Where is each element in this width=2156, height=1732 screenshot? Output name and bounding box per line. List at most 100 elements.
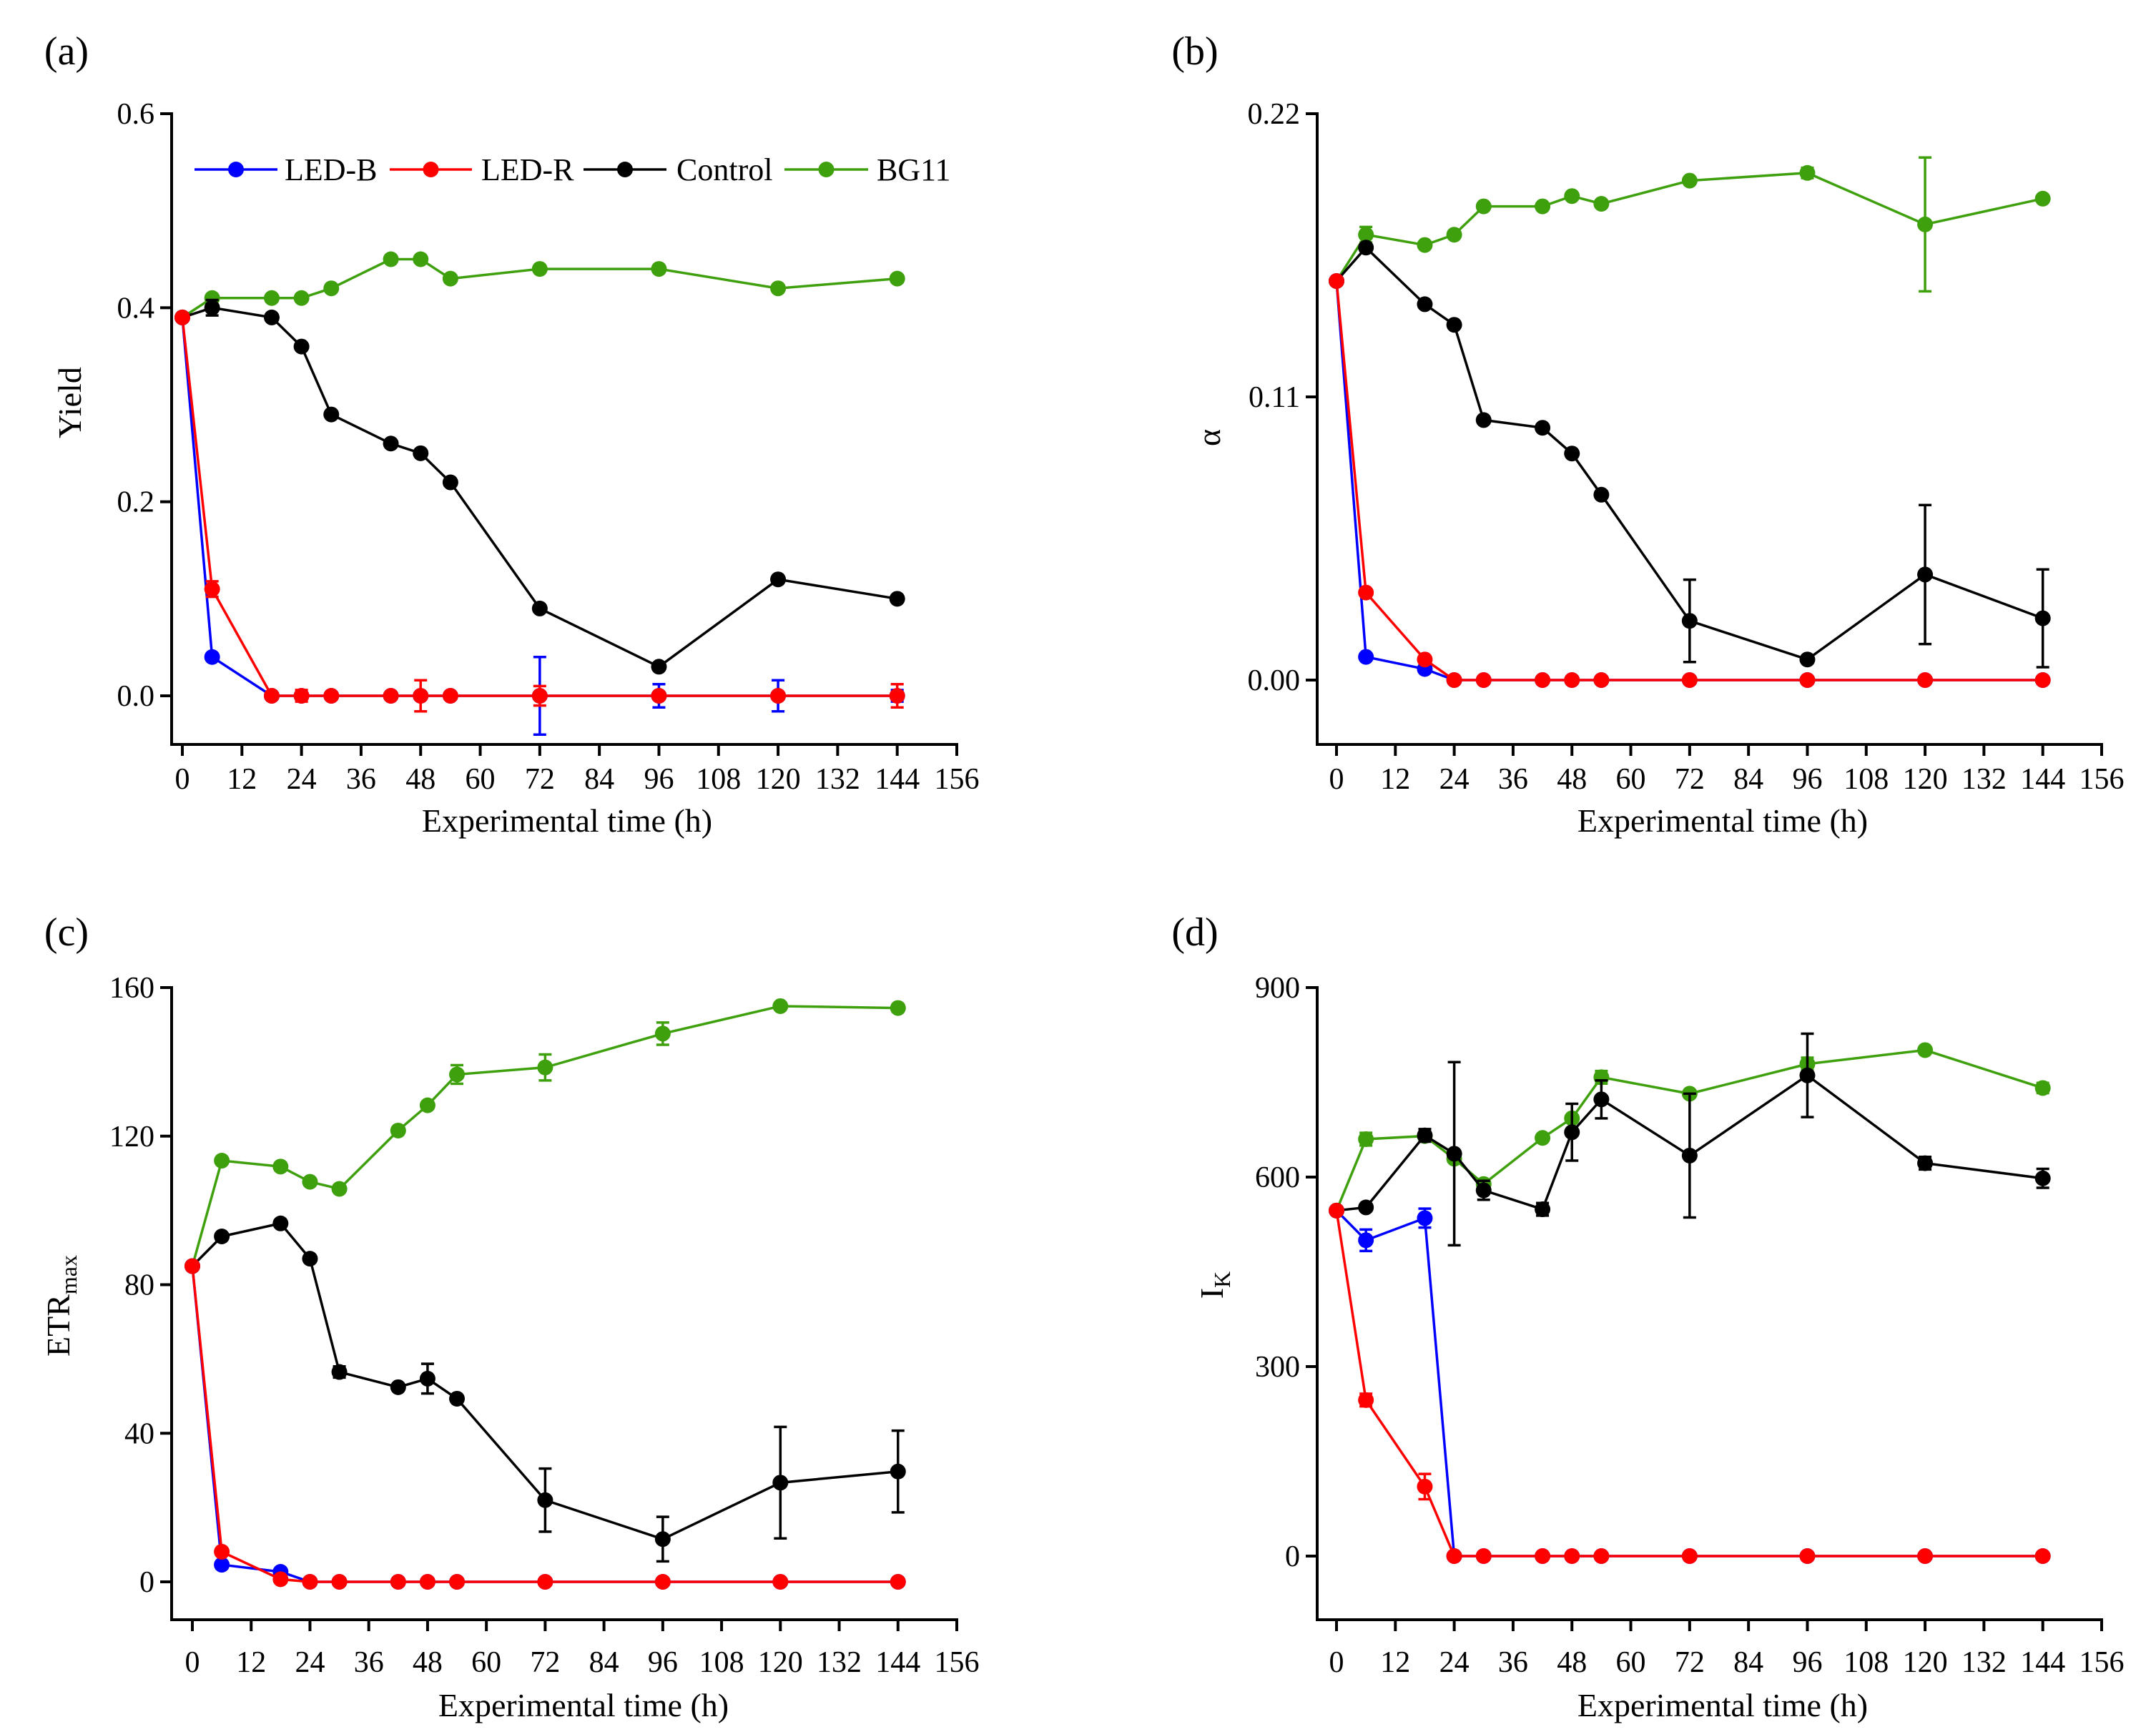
data-point [1681,613,1698,629]
x-tick-label: 0 [1329,1646,1344,1679]
data-point [383,436,399,452]
y-axis-title-subscript: K [1209,1271,1235,1288]
x-tick-label: 108 [696,763,741,796]
y-axis-title: ETRmax [40,1255,82,1357]
data-point [331,1574,348,1590]
data-point [1799,1067,1816,1083]
x-tick-label: 96 [1792,1646,1822,1679]
data-point [770,688,787,704]
series-control [184,1215,906,1563]
data-point [1593,196,1610,212]
data-point [214,1557,230,1573]
data-point [174,309,190,325]
legend-item: Control [584,152,772,187]
data-point [651,688,667,704]
data-point [531,261,548,277]
y-tick-label: 0.4 [117,292,155,325]
data-point [419,1574,435,1590]
data-point [1917,566,1934,583]
x-tick-label: 12 [236,1646,266,1679]
data-point [1917,672,1934,688]
data-point [1446,672,1462,688]
data-point [2034,610,2051,626]
x-tick-label: 84 [589,1646,619,1679]
data-point [537,1574,553,1590]
data-point [1329,1202,1344,1219]
series-line [191,1266,898,1583]
data-point [1475,1182,1492,1199]
y-tick-label: 120 [109,1121,154,1153]
data-point [331,1181,348,1197]
data-point [1564,188,1580,205]
y-axis-title-main: ETR [40,1294,77,1357]
data-point [1329,273,1344,289]
data-point [293,290,310,306]
series-bg11 [184,998,906,1274]
x-tick-label: 132 [815,763,860,796]
y-tick-label: 0.00 [1248,664,1301,697]
data-point [204,581,220,597]
data-point [889,270,905,287]
data-point [2034,672,2051,688]
legend-item: BG11 [784,152,951,187]
x-tick-label: 0 [175,763,190,796]
data-point [1358,1392,1374,1408]
data-point [214,1153,230,1169]
data-point [1358,1232,1374,1249]
y-tick-label: 0.2 [117,486,155,519]
series-line [1335,245,2044,661]
x-tick-label: 144 [2020,763,2065,796]
data-point [2034,1080,2051,1096]
data-point [390,1379,406,1395]
series-control [1329,240,2051,669]
data-point [654,1025,671,1042]
x-tick-label: 120 [1903,1646,1948,1679]
x-tick-label: 132 [1961,1646,2007,1679]
series-line [182,306,897,669]
x-tick-label: 24 [287,763,317,796]
panel-a: (a) 0.0 0.2 0.4 0.6 0 12 24 36 48 60 72 84 96 108 120 13… [44,29,980,839]
x-tick-label: 72 [1675,1646,1705,1679]
data-point [890,1000,906,1016]
x-tick-label: 144 [2020,1646,2065,1679]
data-point [1564,672,1580,688]
x-tick-label: 132 [1961,763,2007,796]
data-point [1681,1548,1698,1564]
panel-b: (b) 0.00 0.11 0.22 0 12 24 36 48 60 72 84 96 108 120 13… [1171,29,2124,839]
legend-label: Control [676,152,772,187]
series-led-r [1329,1202,2051,1564]
data-point [1917,216,1934,232]
x-tick-label: 48 [1557,763,1587,796]
x-tick-label: 108 [1844,1646,1889,1679]
data-point [889,688,905,704]
x-tick-label: 24 [1439,1646,1470,1679]
data-point [772,1475,789,1491]
legend-marker [818,162,835,177]
data-point [1535,672,1551,688]
series-line [1336,1073,2043,1212]
data-point [1799,672,1816,688]
legend-marker [617,162,633,177]
data-point [1358,584,1374,601]
data-point [1535,198,1551,215]
panel-d: (d) 0 300 600 900 0 12 24 36 48 60 72 84 96 108 120 132 1… [1171,910,2124,1723]
series-line [191,1221,898,1541]
data-point [214,1543,230,1560]
legend-marker [423,162,439,177]
series-line [1335,1048,2044,1211]
data-point [1564,1124,1580,1141]
data-point [1681,672,1698,688]
data-point [1475,672,1492,688]
data-point [413,688,429,704]
y-tick-label: 40 [124,1417,154,1450]
data-point [1475,198,1492,215]
data-point [302,1251,318,1267]
data-point [263,688,280,704]
data-point [772,998,789,1014]
x-tick-label: 84 [1733,1646,1763,1679]
data-point [272,1215,289,1231]
legend: LED-B LED-R Control BG11 [195,152,951,187]
data-point [214,1228,230,1244]
legend-item: LED-B [195,152,378,187]
data-point [890,1574,906,1590]
